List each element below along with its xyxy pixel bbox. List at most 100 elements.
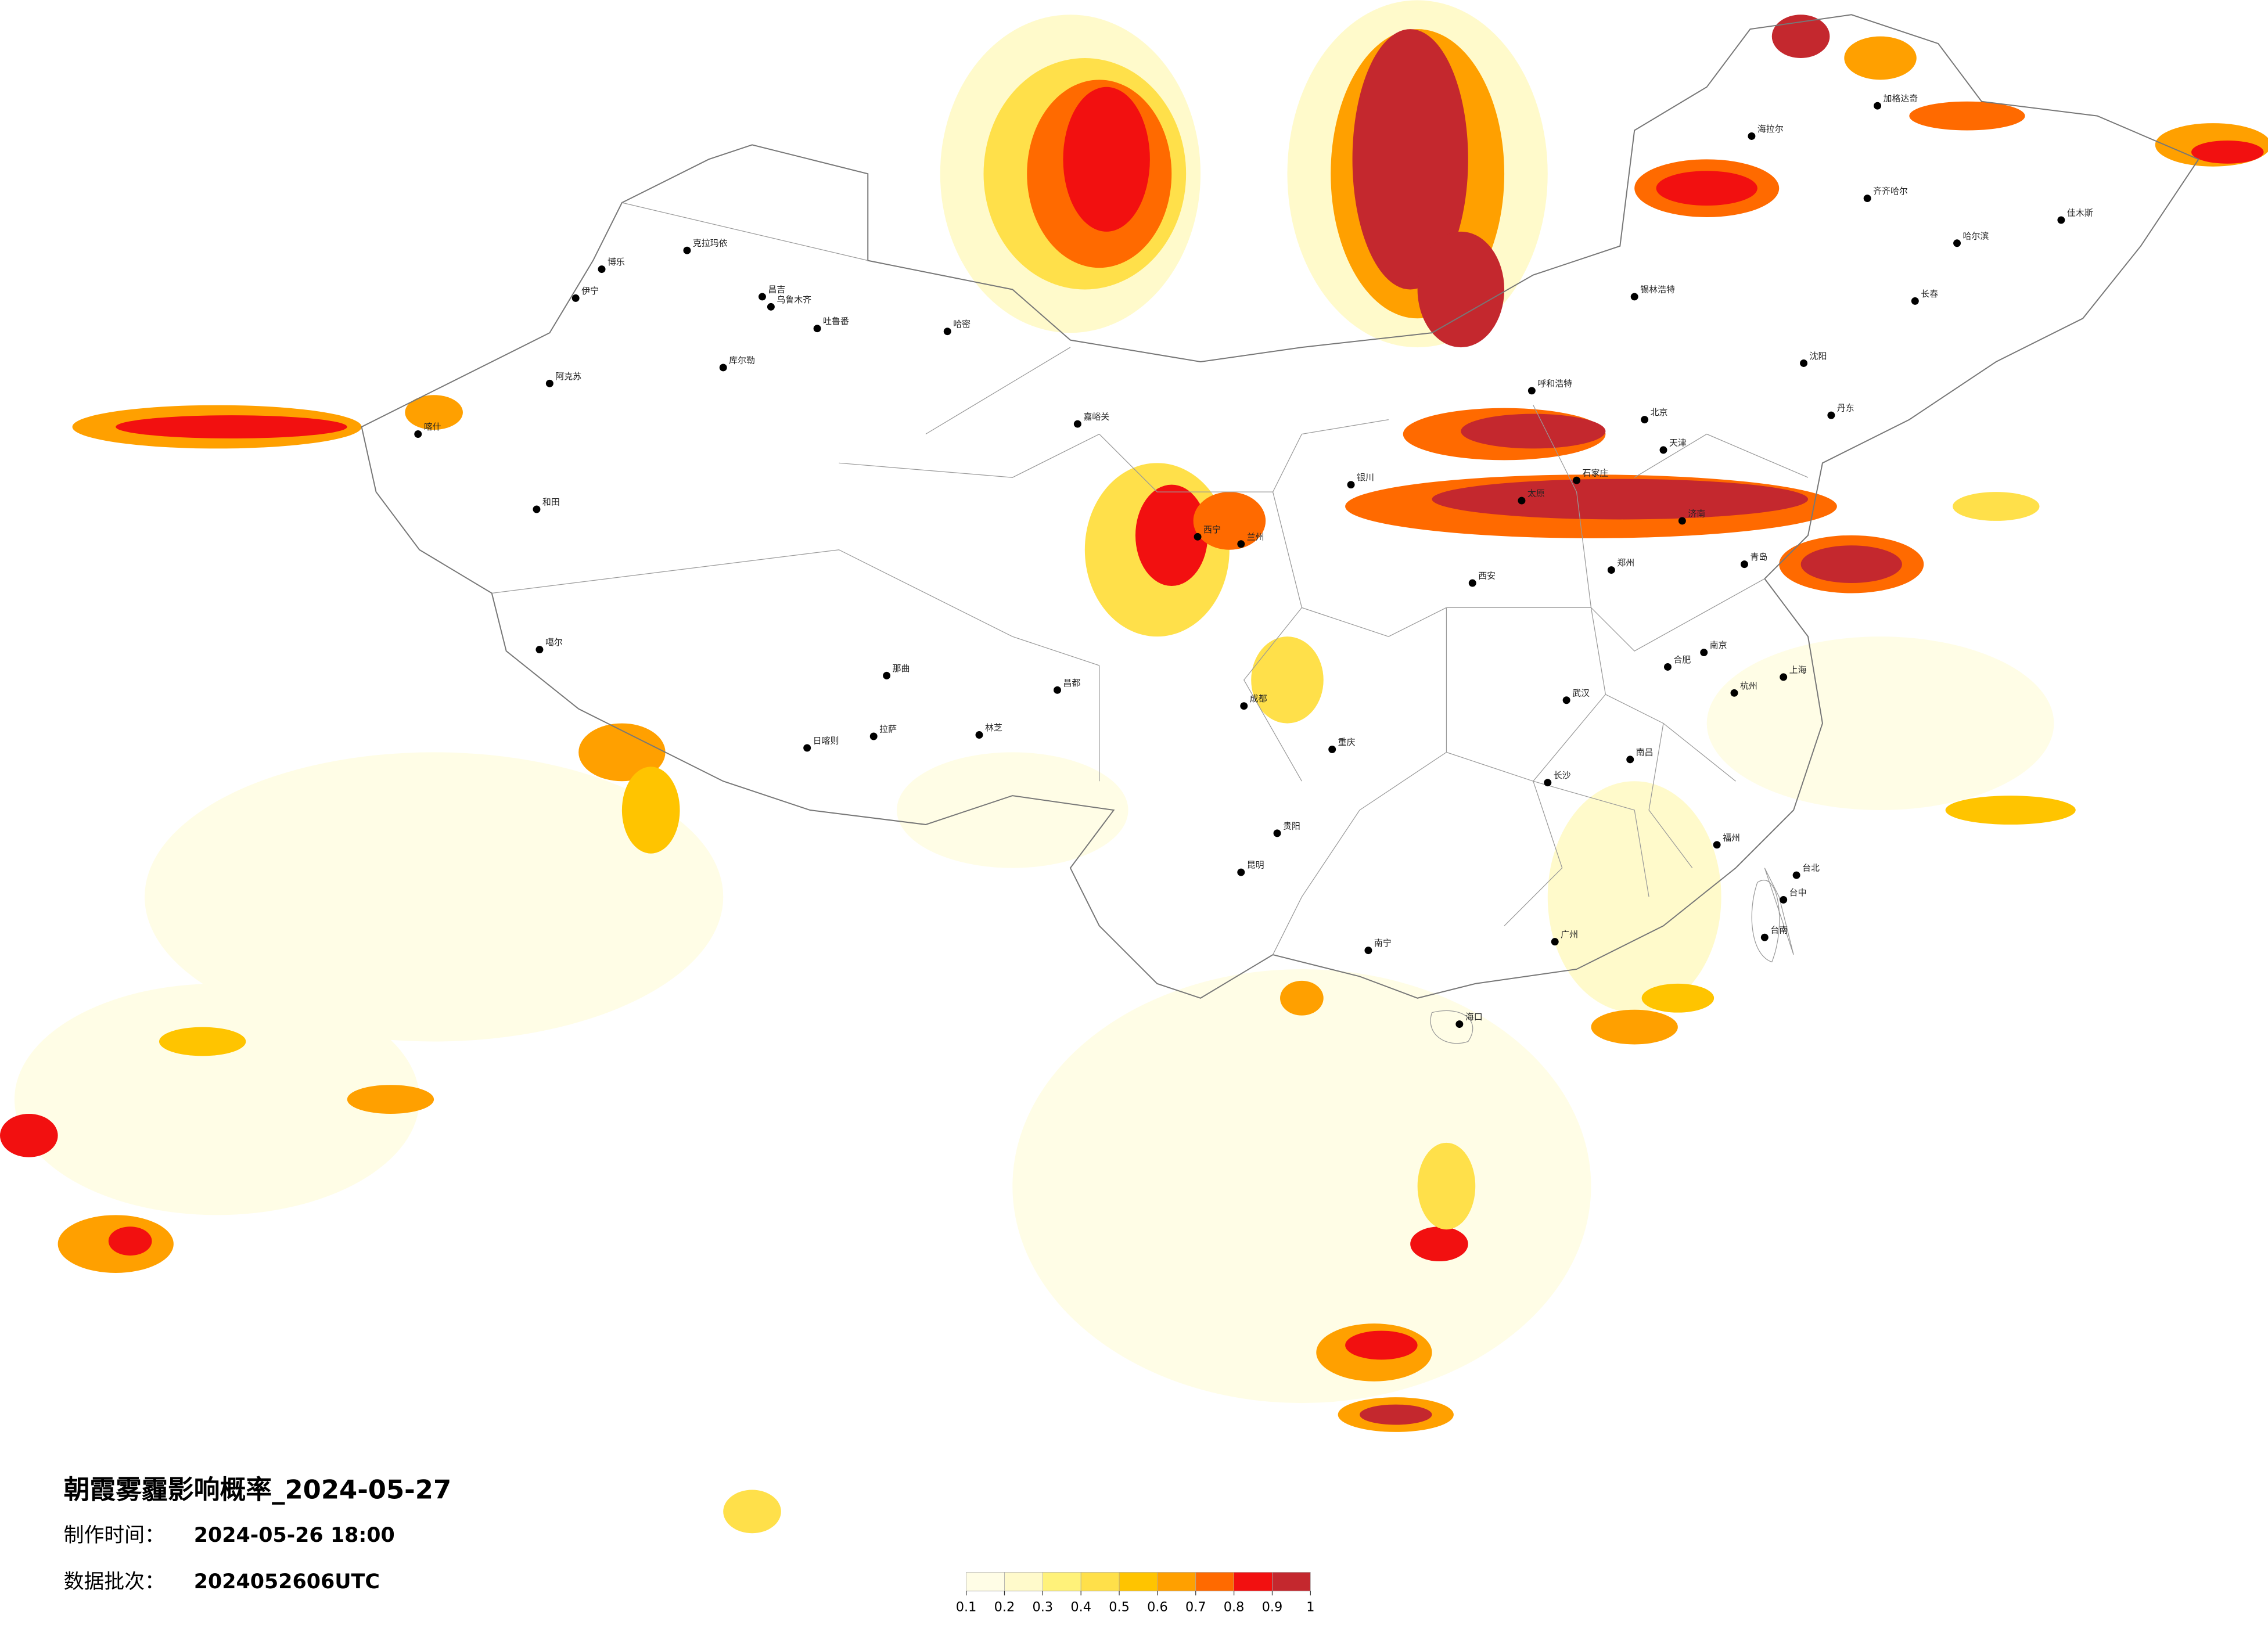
colorbar-swatch xyxy=(1080,1572,1120,1592)
city-label: 锡林浩特 xyxy=(1640,284,1675,294)
city-label: 喀什 xyxy=(424,422,441,432)
heat-blob xyxy=(897,752,1128,868)
heat-blob xyxy=(1591,1009,1678,1045)
city-label: 长沙 xyxy=(1554,770,1571,780)
city-label: 成都 xyxy=(1250,693,1267,704)
heat-blob xyxy=(621,767,680,854)
heat-blob xyxy=(1945,796,2076,825)
city-dot xyxy=(1863,195,1871,203)
city-dot xyxy=(813,325,821,333)
heat-blob xyxy=(1280,980,1324,1016)
colorbar-tick-label: 0.4 xyxy=(1070,1600,1091,1615)
city-label: 台中 xyxy=(1789,887,1807,898)
city-label: 昌吉 xyxy=(768,284,785,294)
city-label: 北京 xyxy=(1651,407,1668,418)
city-dot xyxy=(1455,1020,1464,1028)
city-label: 沈阳 xyxy=(1810,351,1827,361)
city-label: 福州 xyxy=(1723,832,1740,843)
production-time: 2024-05-26 18:00 xyxy=(194,1524,395,1547)
city-label: 贵阳 xyxy=(1283,821,1300,831)
colorbar-swatch xyxy=(1119,1572,1158,1592)
city-dot xyxy=(2057,216,2065,224)
city-dot xyxy=(1073,420,1081,428)
city-label: 杭州 xyxy=(1740,681,1757,691)
colorbar-tick-label: 0.1 xyxy=(956,1600,977,1615)
production-label: 制作时间： xyxy=(64,1524,165,1547)
heat-blob xyxy=(1953,492,2040,521)
province-borders xyxy=(491,202,1809,1044)
city-dot xyxy=(1659,446,1667,454)
country-outline xyxy=(361,14,2199,999)
heat-blob xyxy=(116,415,347,438)
city-label: 南宁 xyxy=(1374,938,1392,948)
heat-blob xyxy=(1800,545,1902,584)
heat-blob xyxy=(405,395,463,430)
city-dot xyxy=(1237,868,1245,876)
city-dot xyxy=(1641,416,1649,424)
city-label: 南昌 xyxy=(1636,747,1654,757)
heat-blob xyxy=(1432,479,1809,520)
heat-blob xyxy=(1656,171,1757,206)
city-dot xyxy=(719,364,727,372)
city-label: 济南 xyxy=(1688,508,1705,519)
city-dot xyxy=(535,646,544,654)
city-label: 阿克苏 xyxy=(555,371,581,382)
city-dot xyxy=(1054,686,1061,694)
colorbar-tick-label: 0.8 xyxy=(1224,1600,1245,1615)
heat-blob xyxy=(0,1114,58,1157)
city-label: 呼和浩特 xyxy=(1537,378,1572,388)
heat-blob xyxy=(1360,1404,1432,1425)
city-label: 台北 xyxy=(1802,863,1820,873)
heat-blob xyxy=(1641,983,1715,1013)
colorbar-swatch xyxy=(1195,1572,1234,1592)
city-dot xyxy=(1328,745,1336,753)
city-label: 佳木斯 xyxy=(2067,207,2093,218)
heat-blob xyxy=(1547,781,1721,1013)
heat-blob xyxy=(1251,636,1324,724)
heat-blob xyxy=(723,1490,781,1534)
city-label: 兰州 xyxy=(1247,531,1264,542)
city-label: 库尔勒 xyxy=(729,355,755,365)
colorbar-swatch xyxy=(966,1572,1005,1592)
city-dot xyxy=(1347,481,1355,489)
colorbar-swatch xyxy=(1272,1572,1311,1592)
city-label: 昌都 xyxy=(1063,678,1080,688)
city-label: 武汉 xyxy=(1572,688,1590,698)
colorbar-tick-label: 0.5 xyxy=(1109,1600,1130,1615)
city-dot xyxy=(1780,895,1788,904)
colorbar-tick-label: 0.9 xyxy=(1262,1600,1283,1615)
heat-blob xyxy=(347,1085,434,1114)
city-dot xyxy=(1562,696,1570,704)
city-dot xyxy=(1800,359,1808,367)
city-dot xyxy=(1518,497,1526,505)
city-dot xyxy=(1273,829,1281,837)
city-dot xyxy=(869,732,878,740)
heat-blob xyxy=(1345,1330,1418,1360)
city-dot xyxy=(975,731,983,739)
city-dot xyxy=(758,293,766,301)
city-dot xyxy=(598,265,606,274)
city-dot xyxy=(1760,933,1769,941)
city-label: 昆明 xyxy=(1247,860,1264,870)
heat-blob xyxy=(2191,140,2264,164)
batch-label: 数据批次： xyxy=(64,1570,165,1593)
city-label: 天津 xyxy=(1669,437,1687,448)
city-dot xyxy=(1364,947,1372,955)
heat-blob xyxy=(578,723,666,782)
heat-blob xyxy=(108,1226,152,1256)
city-dot xyxy=(1663,663,1672,671)
heat-blob xyxy=(1012,969,1591,1404)
city-label: 克拉玛依 xyxy=(693,238,728,249)
colorbar-swatch xyxy=(1004,1572,1043,1592)
heat-blob xyxy=(14,983,420,1215)
city-label: 银川 xyxy=(1357,472,1374,483)
city-label: 西安 xyxy=(1478,571,1496,581)
city-label: 海拉尔 xyxy=(1757,124,1784,134)
city-dot xyxy=(683,246,691,254)
colorbar: 0.1 0.2 0.3 0.4 0.5 0.6 0.7 0.8 0.9 1 xyxy=(956,1572,1314,1615)
city-label: 哈密 xyxy=(953,319,971,329)
city-dot xyxy=(1468,579,1476,587)
heat-blob xyxy=(1844,36,1917,80)
